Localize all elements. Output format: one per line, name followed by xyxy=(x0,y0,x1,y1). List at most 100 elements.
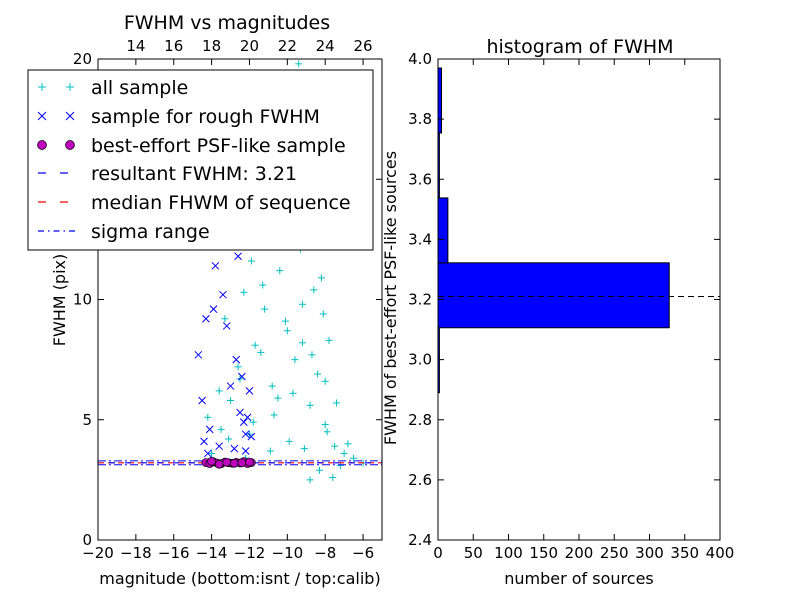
rough-sample-point xyxy=(209,305,218,313)
rough-sample-point xyxy=(222,322,231,330)
x-tick-label: −8 xyxy=(314,544,336,562)
all-sample-point xyxy=(261,305,269,313)
histogram-y-label: FWHM of best-effort PSF-like sources xyxy=(381,151,400,445)
legend-label: all sample xyxy=(91,77,188,99)
legend-item: all sample xyxy=(38,77,188,99)
histogram-title: histogram of FWHM xyxy=(486,36,673,58)
x-tick-label: 50 xyxy=(464,544,483,562)
x-tick-label: 350 xyxy=(670,544,699,562)
top-tick-label: 16 xyxy=(164,37,183,55)
all-sample-point xyxy=(344,440,352,448)
top-tick-label: 22 xyxy=(278,37,297,55)
all-sample-point xyxy=(221,315,229,323)
legend-marker xyxy=(66,83,74,91)
best-sample-point xyxy=(222,457,232,467)
histogram-bar xyxy=(437,197,449,264)
all-sample-point xyxy=(295,60,303,68)
y-tick-label: 3.0 xyxy=(408,351,432,369)
y-tick-label: 2.6 xyxy=(408,471,432,489)
scatter-top-ticks: 14 16 18 20 22 24 26 xyxy=(126,37,372,55)
y-tick-label: 2.4 xyxy=(408,531,432,549)
all-sample-point xyxy=(225,435,233,443)
all-sample-point xyxy=(204,413,212,421)
x-tick-label: 100 xyxy=(494,544,523,562)
all-sample-point xyxy=(259,281,267,289)
top-tick-label: 26 xyxy=(354,37,373,55)
all-sample-point xyxy=(306,401,314,409)
all-sample-point xyxy=(298,339,306,347)
rough-sample-point-b xyxy=(200,437,208,446)
top-tick-label: 20 xyxy=(240,37,259,55)
y-tick-label: 10 xyxy=(73,291,92,309)
scatter-x-ticks: −20 −18 −16 −14 −12 −10 −8 −6 xyxy=(82,59,374,562)
rough-sample-point xyxy=(247,432,256,441)
legend-box xyxy=(27,69,374,251)
legend-item: resultant FWHM: 3.21 xyxy=(38,163,297,185)
all-sample-point xyxy=(306,476,314,484)
rough-sample-point xyxy=(234,252,242,261)
best-sample-point xyxy=(245,457,254,467)
all-sample-point xyxy=(317,274,325,282)
all-sample-point xyxy=(316,466,324,474)
all-sample-point xyxy=(257,348,265,356)
all-sample-point xyxy=(314,370,322,378)
scatter-legend: all sample sample for rough FWHM best-effo… xyxy=(27,69,374,251)
legend-label: resultant FWHM: 3.21 xyxy=(91,163,297,185)
x-tick-label: 400 xyxy=(706,544,735,562)
all-sample-point xyxy=(266,447,274,455)
best-sample-point xyxy=(214,459,224,469)
rough-sample-point-b xyxy=(232,355,241,364)
x-tick-label: 250 xyxy=(600,544,629,562)
legend-marker xyxy=(37,140,47,150)
histogram-panel: histogram of FWHM 0 50 100 150 200 250 300 350 4… xyxy=(381,36,734,588)
histogram-x-label: number of sources xyxy=(504,569,654,588)
all-sample-point xyxy=(285,437,293,445)
all-sample-point xyxy=(217,425,225,433)
all-sample-point xyxy=(323,428,331,436)
all-sample-point xyxy=(251,341,259,349)
histogram-bar xyxy=(437,262,670,329)
rough-sample-point-b xyxy=(198,396,206,405)
rough-sample-point-b xyxy=(245,387,254,395)
all-sample-point xyxy=(270,411,278,419)
x-tick-label: −10 xyxy=(272,544,304,562)
rough-sample-point xyxy=(200,437,208,446)
all-sample-point xyxy=(308,351,316,359)
rough-sample-point-b xyxy=(236,408,244,417)
y-tick-label: 3.4 xyxy=(408,230,432,248)
rough-sample-point-b xyxy=(203,449,212,458)
all-sample-point xyxy=(325,336,333,344)
x-tick-label: 0 xyxy=(433,544,443,562)
legend-marker xyxy=(65,140,75,150)
all-sample-point xyxy=(340,449,348,457)
rough-sample-point xyxy=(202,314,210,323)
all-sample-point xyxy=(331,442,339,450)
x-tick-label: 200 xyxy=(565,544,594,562)
legend-label: sigma range xyxy=(91,221,210,243)
all-sample-point xyxy=(310,286,318,294)
rough-sample-point-b xyxy=(222,322,231,330)
histogram-data xyxy=(437,67,720,394)
rough-sample-point-b xyxy=(239,418,248,427)
y-tick-label: 0 xyxy=(82,531,92,549)
top-tick-label: 14 xyxy=(126,37,145,55)
top-tick-label: 24 xyxy=(316,37,335,55)
all-sample-point xyxy=(291,356,299,364)
scatter-y-label: FWHM (pix) xyxy=(50,254,69,347)
rough-sample-point xyxy=(238,372,246,381)
all-sample-point xyxy=(300,445,308,453)
histogram-bar xyxy=(437,67,443,134)
all-sample-point xyxy=(321,421,329,429)
y-tick-label: 4.0 xyxy=(408,50,432,68)
rough-sample-point xyxy=(230,444,239,453)
rough-sample-point-b xyxy=(230,444,239,453)
best-sample-point xyxy=(207,457,216,466)
all-sample-point xyxy=(283,327,291,335)
x-tick-label: 150 xyxy=(529,544,558,562)
legend-label: sample for rough FWHM xyxy=(91,106,320,128)
x-tick-label: −20 xyxy=(82,544,114,562)
rough-sample-point xyxy=(203,449,212,458)
x-tick-label: −18 xyxy=(120,544,152,562)
scatter-panel: FWHM vs magnitudes −20 −18 −16 −14 −12 −10 −8−… xyxy=(27,12,383,588)
